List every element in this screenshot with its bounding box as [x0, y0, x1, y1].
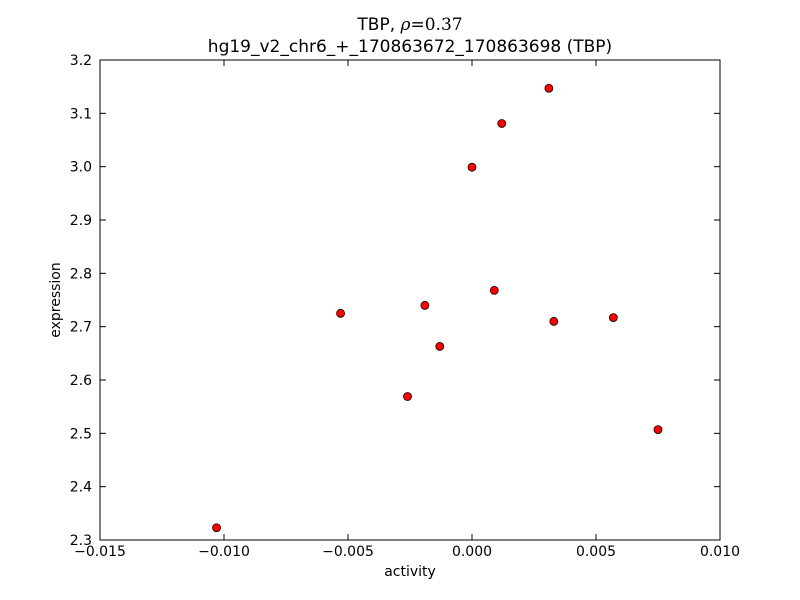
x-tick-label: −0.005: [322, 544, 374, 560]
x-tick-label: 0.000: [452, 544, 492, 560]
data-point: [212, 523, 221, 533]
chart-title: TBP, ρ=0.37: [356, 15, 462, 35]
data-point: [403, 392, 412, 401]
chart-subtitle: hg19_v2_chr6_+_170863672_170863698 (TBP): [208, 37, 612, 57]
data-point: [608, 313, 618, 323]
y-tick-label: 2.8: [70, 266, 92, 282]
x-tick-label: 0.010: [700, 544, 740, 560]
chart-title-rho-value: =0.37: [411, 15, 463, 35]
x-tick-label: 0.005: [576, 544, 616, 560]
plot-area-frame: [99, 59, 721, 541]
y-axis-label: expression: [48, 262, 64, 338]
y-tick-label: 2.9: [70, 213, 92, 229]
data-point: [653, 425, 663, 435]
axis-ticks: −0.015 −0.010 −0.005 0.000 0.005 0.010 2.3 2.4 2…: [70, 53, 740, 560]
y-tick-label: 3.0: [70, 160, 92, 176]
x-tick-label: −0.010: [198, 544, 250, 560]
y-tick-label: 3.2: [70, 53, 92, 69]
data-point: [549, 316, 559, 326]
data-point: [435, 341, 445, 351]
y-tick-label: 2.4: [70, 480, 92, 496]
data-point: [420, 300, 430, 310]
y-tick-label: 2.7: [70, 320, 92, 336]
y-tick-label: 2.3: [70, 533, 92, 549]
data-point: [467, 162, 477, 172]
x-tick-label: −0.015: [74, 544, 126, 560]
data-point: [489, 285, 499, 295]
y-tick-label: 2.5: [70, 426, 92, 442]
data-point: [497, 119, 507, 128]
data-points: [212, 83, 663, 533]
data-point: [336, 308, 345, 318]
x-axis-label: activity: [384, 564, 436, 580]
chart-title-rho-symbol: ρ: [400, 15, 411, 35]
data-point: [544, 83, 554, 93]
y-tick-label: 3.1: [70, 106, 92, 122]
chart-title-prefix: TBP,: [356, 15, 400, 35]
y-tick-label: 2.6: [70, 373, 92, 389]
